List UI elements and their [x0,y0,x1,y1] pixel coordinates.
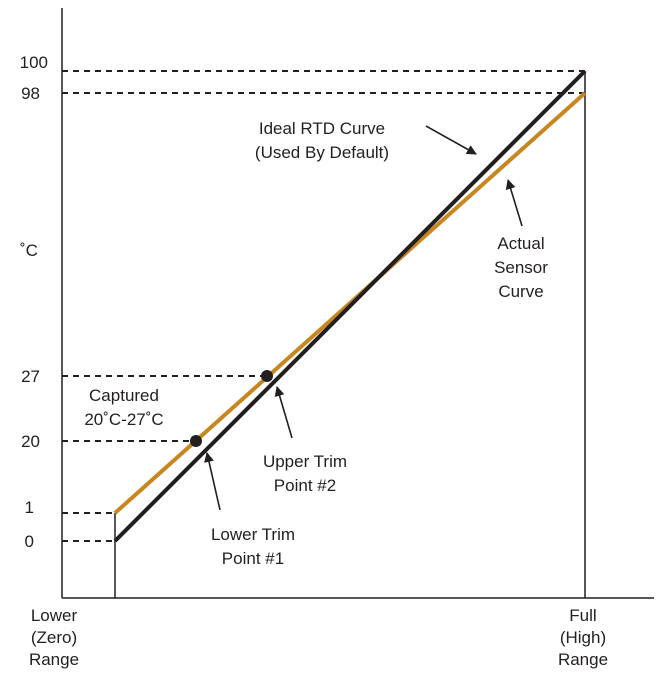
x-label-lower-line3: Range [29,650,79,669]
y-tick-20: 20 [21,432,40,451]
lower-trim-point-marker [190,435,202,447]
actual-curve-label-line3: Curve [498,282,543,301]
actual-curve-label-line1: Actual [497,234,544,253]
y-tick-27: 27 [21,367,40,386]
y-unit-label: ˚C [20,241,38,260]
y-tick-0: 0 [25,532,34,551]
ideal-rtd-curve [113,69,587,543]
upper-trim-label-line2: Point #2 [274,476,336,495]
x-label-lower-line2: (Zero) [31,628,77,647]
lower-trim-label-line2: Point #1 [222,549,284,568]
x-label-full-line2: (High) [560,628,606,647]
ideal-curve-label-line1: Ideal RTD Curve [259,119,385,138]
x-label-full-line1: Full [569,606,596,625]
lower-trim-label-line1: Lower Trim [211,525,295,544]
y-tick-100: 100 [20,53,48,72]
captured-label-line1: Captured [89,386,159,405]
lower-trim-arrow [204,452,221,511]
upper-trim-arrow [274,386,293,439]
actual-curve-arrow [505,179,523,227]
actual-curve-label-line2: Sensor [494,258,548,277]
x-label-lower-line1: Lower [31,606,78,625]
captured-label-line2: 20˚C-27˚C [84,410,163,429]
x-label-full-line3: Range [558,650,608,669]
upper-trim-label-line1: Upper Trim [263,452,347,471]
upper-trim-point-marker [261,370,273,382]
ideal-curve-arrow [425,125,477,155]
ideal-curve-label-line2: (Used By Default) [255,143,389,162]
y-tick-1: 1 [25,498,34,517]
y-tick-98: 98 [21,84,40,103]
